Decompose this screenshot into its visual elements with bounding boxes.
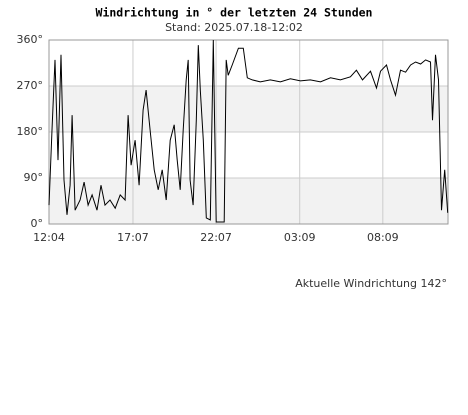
y-tick-label: 360° — [17, 33, 44, 46]
x-tick-label: 08:09 — [367, 231, 399, 244]
x-tick-label: 17:07 — [117, 231, 149, 244]
x-tick-label: 12:04 — [33, 231, 65, 244]
chart-subtitle: Stand: 2025.07.18-12:02 — [165, 21, 303, 34]
data-line — [48, 39, 449, 223]
chart-title: Windrichtung in ° der letzten 24 Stunden — [96, 6, 373, 20]
y-tick-label: 0° — [31, 217, 44, 230]
band — [49, 86, 448, 132]
y-tick-label: 270° — [17, 79, 44, 92]
plot-border — [48, 39, 449, 225]
band — [49, 178, 448, 224]
x-tick-label: 03:09 — [284, 231, 316, 244]
y-tick-label: 90° — [24, 171, 44, 184]
x-tick-label: 22:07 — [200, 231, 232, 244]
y-tick-label: 180° — [17, 125, 44, 138]
annotation: Aktuelle Windrichtung 142° — [295, 277, 447, 290]
